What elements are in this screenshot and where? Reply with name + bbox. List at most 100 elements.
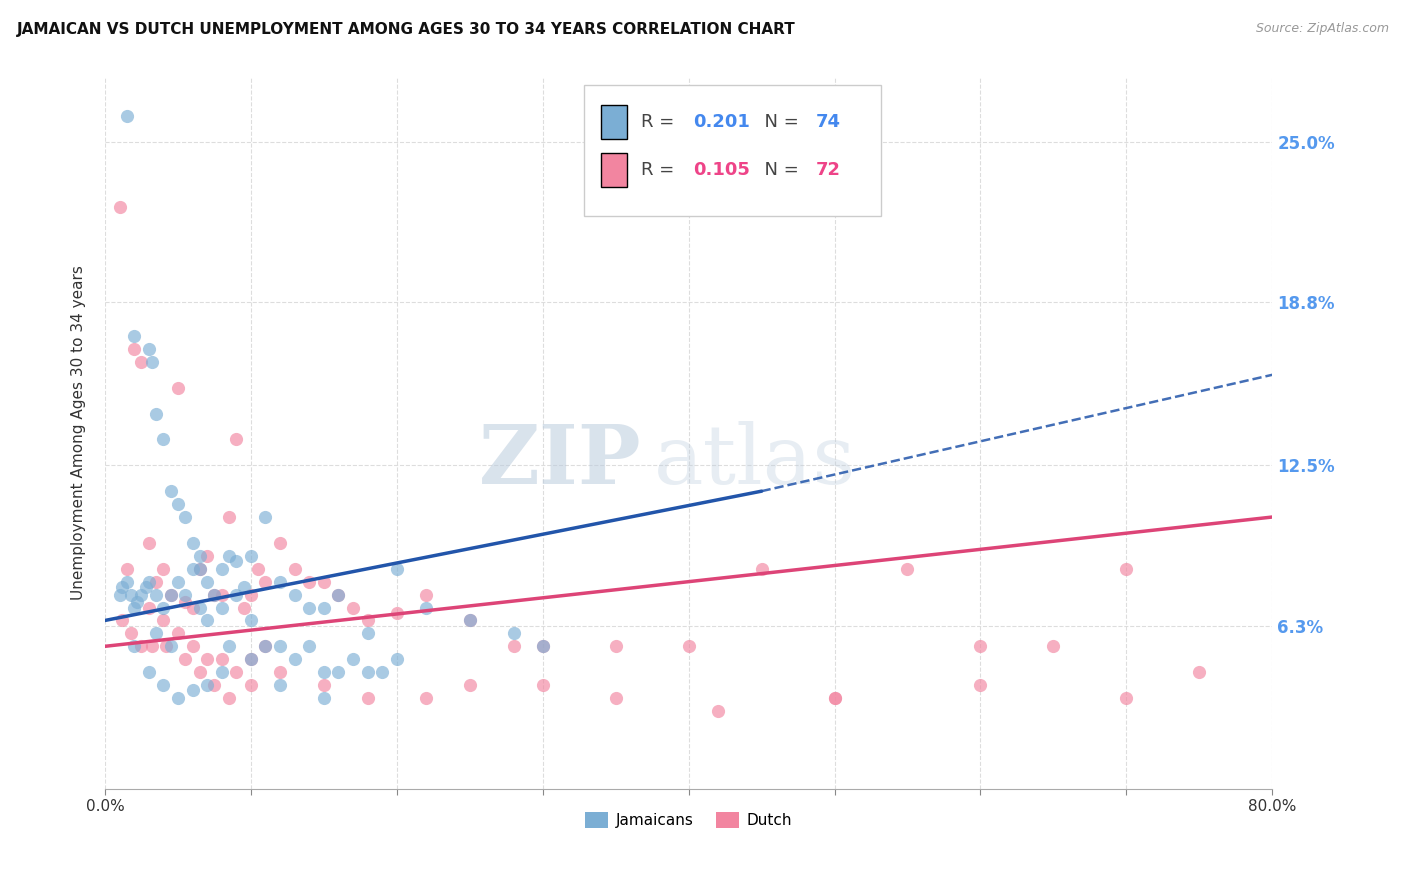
- Point: [195, 574, 218, 589]
- Point: [138, 574, 160, 589]
- Point: [159, 484, 181, 499]
- Point: [239, 652, 262, 666]
- FancyBboxPatch shape: [602, 153, 627, 187]
- Point: [188, 549, 211, 563]
- Point: [181, 536, 204, 550]
- Point: [269, 665, 291, 680]
- Point: [312, 574, 335, 589]
- Point: [1115, 691, 1137, 706]
- Point: [174, 652, 197, 666]
- Point: [122, 600, 145, 615]
- Point: [218, 549, 240, 563]
- Point: [145, 588, 167, 602]
- Point: [211, 652, 233, 666]
- Text: R =: R =: [641, 161, 679, 179]
- Point: [204, 678, 226, 692]
- Point: [181, 562, 204, 576]
- Point: [225, 433, 247, 447]
- Point: [824, 691, 846, 706]
- Point: [145, 626, 167, 640]
- Point: [218, 640, 240, 654]
- Point: [254, 574, 277, 589]
- Point: [115, 109, 138, 123]
- Point: [356, 614, 378, 628]
- Point: [239, 549, 262, 563]
- Point: [167, 381, 190, 395]
- Point: [225, 554, 247, 568]
- Point: [269, 574, 291, 589]
- Point: [167, 626, 190, 640]
- Point: [122, 329, 145, 343]
- Point: [145, 407, 167, 421]
- Point: [188, 600, 211, 615]
- Point: [174, 588, 197, 602]
- Y-axis label: Unemployment Among Ages 30 to 34 years: Unemployment Among Ages 30 to 34 years: [72, 266, 86, 600]
- Point: [415, 691, 437, 706]
- Point: [385, 606, 408, 620]
- Point: [108, 588, 131, 602]
- Point: [225, 588, 247, 602]
- Point: [195, 652, 218, 666]
- Point: [131, 640, 153, 654]
- Point: [1042, 640, 1064, 654]
- Point: [138, 536, 160, 550]
- Text: Source: ZipAtlas.com: Source: ZipAtlas.com: [1256, 22, 1389, 36]
- Point: [167, 574, 190, 589]
- FancyBboxPatch shape: [602, 105, 627, 139]
- Point: [239, 614, 262, 628]
- Point: [531, 640, 554, 654]
- Point: [356, 691, 378, 706]
- Point: [218, 510, 240, 524]
- Text: 0.201: 0.201: [693, 113, 751, 131]
- Point: [131, 588, 153, 602]
- Point: [181, 640, 204, 654]
- Point: [1188, 665, 1211, 680]
- Point: [531, 640, 554, 654]
- Point: [232, 600, 254, 615]
- Point: [122, 640, 145, 654]
- Text: N =: N =: [752, 113, 804, 131]
- Point: [356, 665, 378, 680]
- Text: ZIP: ZIP: [479, 421, 643, 501]
- Point: [254, 510, 277, 524]
- Point: [371, 665, 394, 680]
- Point: [415, 588, 437, 602]
- Point: [181, 683, 204, 698]
- Point: [239, 678, 262, 692]
- Text: N =: N =: [752, 161, 804, 179]
- Point: [328, 665, 350, 680]
- Point: [211, 600, 233, 615]
- Point: [159, 588, 181, 602]
- Point: [458, 614, 481, 628]
- Text: JAMAICAN VS DUTCH UNEMPLOYMENT AMONG AGES 30 TO 34 YEARS CORRELATION CHART: JAMAICAN VS DUTCH UNEMPLOYMENT AMONG AGE…: [17, 22, 796, 37]
- Point: [824, 691, 846, 706]
- Point: [269, 640, 291, 654]
- Point: [138, 600, 160, 615]
- Point: [115, 562, 138, 576]
- Point: [204, 588, 226, 602]
- Point: [218, 691, 240, 706]
- Point: [239, 652, 262, 666]
- Text: 72: 72: [815, 161, 841, 179]
- Point: [531, 678, 554, 692]
- Point: [605, 640, 627, 654]
- Point: [141, 640, 163, 654]
- Point: [312, 665, 335, 680]
- Point: [269, 536, 291, 550]
- Point: [254, 640, 277, 654]
- Point: [284, 652, 307, 666]
- Point: [108, 200, 131, 214]
- Point: [342, 600, 364, 615]
- Point: [605, 691, 627, 706]
- Point: [298, 600, 321, 615]
- Point: [115, 574, 138, 589]
- Point: [111, 614, 134, 628]
- Point: [138, 342, 160, 356]
- Point: [254, 640, 277, 654]
- Point: [385, 652, 408, 666]
- Point: [167, 497, 190, 511]
- Point: [127, 595, 149, 609]
- Point: [131, 355, 153, 369]
- Point: [111, 580, 134, 594]
- FancyBboxPatch shape: [583, 85, 882, 216]
